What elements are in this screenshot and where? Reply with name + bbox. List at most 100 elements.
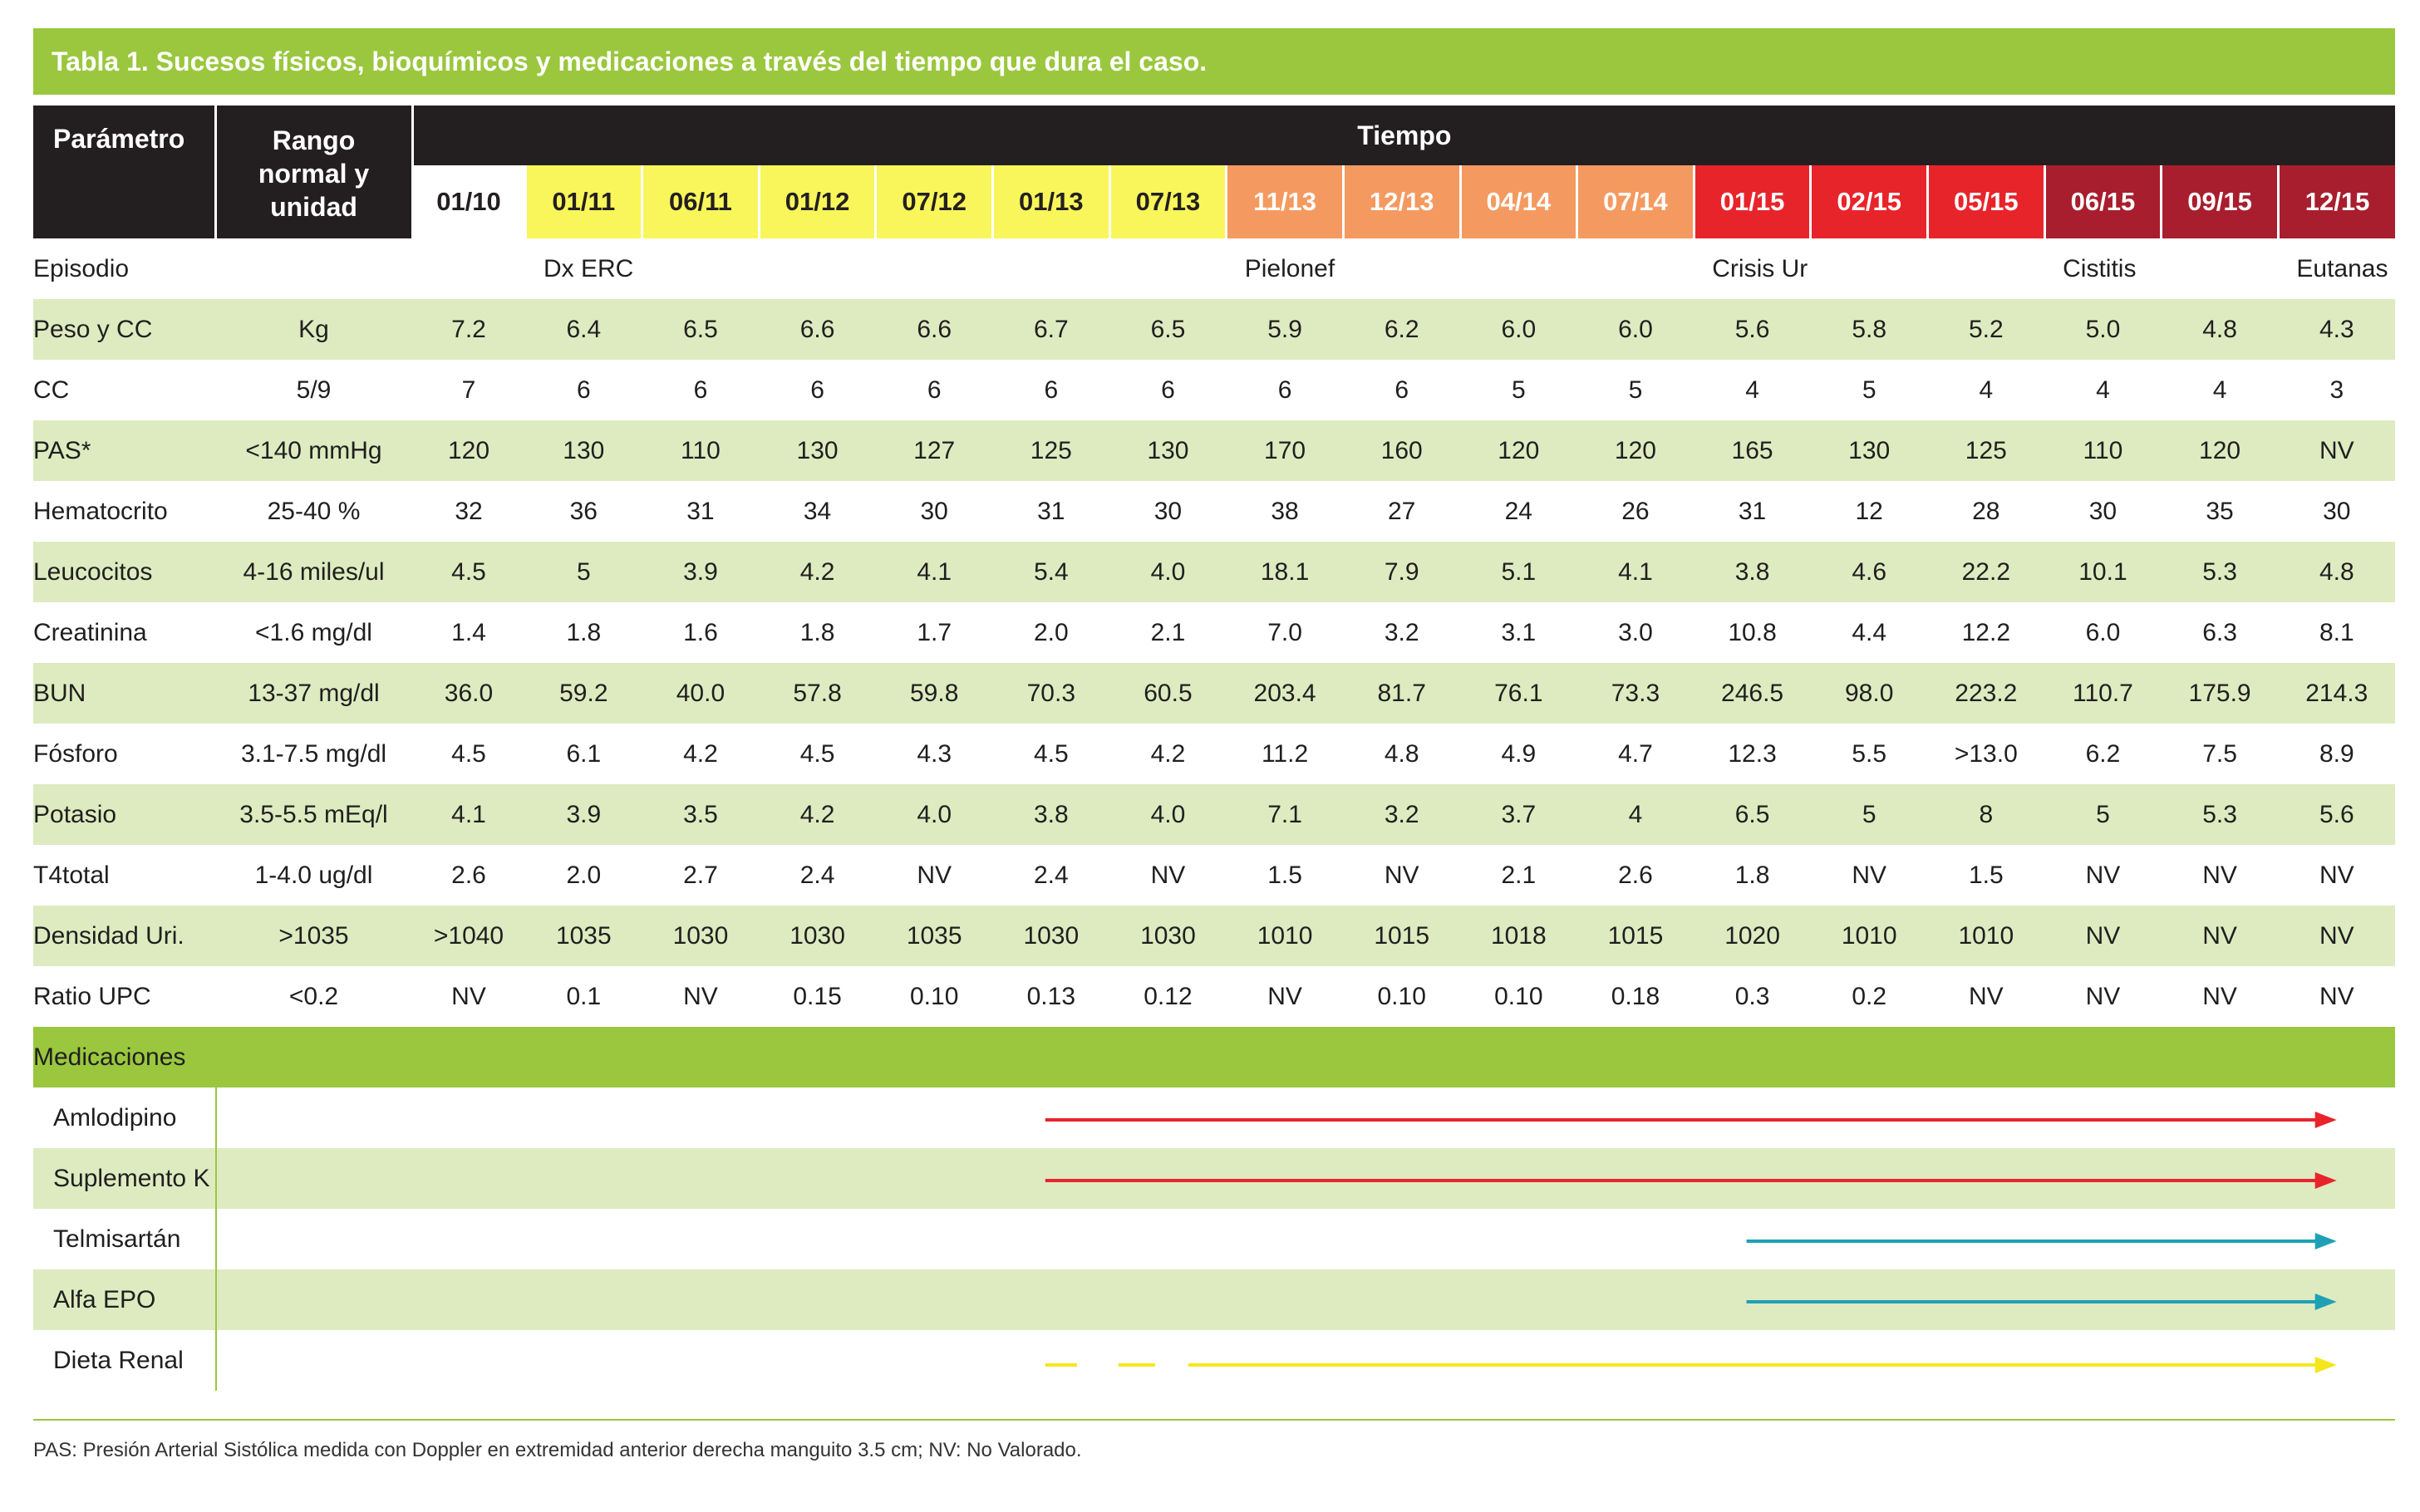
arrow-head-icon (2314, 1233, 2337, 1249)
cell-value: 4.5 (412, 724, 525, 784)
cell-value: 4.2 (759, 784, 876, 845)
cell-value: 0.10 (1460, 966, 1577, 1027)
header-range-line-2: normal y (258, 159, 370, 189)
cell-value: 0.3 (1694, 966, 1811, 1027)
cell-value: 2.0 (525, 845, 642, 906)
cell-value: >1040 (412, 906, 525, 966)
period-header-02-15: 02/15 (1809, 165, 1928, 238)
cell-value: 1.6 (642, 602, 760, 663)
cell-value: 4.0 (1109, 784, 1227, 845)
table-title: Tabla 1. Sucesos físicos, bioquímicos y … (33, 28, 2395, 95)
cell-value: 3 (2278, 360, 2396, 420)
cell-value: 12 (1810, 481, 1928, 542)
row-parameter: Potasio (33, 784, 215, 845)
row-range: 13-37 mg/dl (215, 663, 412, 724)
medication-divider (215, 1209, 217, 1269)
row-parameter: Ratio UPC (33, 966, 215, 1027)
cell-value: 4.3 (2278, 299, 2396, 360)
cell-value (875, 238, 993, 299)
row-parameter: Episodio (33, 238, 215, 299)
period-header-07-13: 07/13 (1108, 165, 1227, 238)
table-row: Peso y CC Kg 7.2 6.4 6.5 6.6 6.6 6.7 6.5 5.9 6.2 6.… (33, 299, 2396, 360)
cell-value: 5.1 (1460, 542, 1577, 602)
cell-value: 165 (1694, 420, 1811, 481)
cell-value: 24 (1460, 481, 1577, 542)
cell-value: 4.5 (992, 724, 1110, 784)
cell-value: 1015 (1576, 906, 1694, 966)
cell-value: 4.2 (1109, 724, 1227, 784)
cell-value: NV (2161, 845, 2279, 906)
cell-value: 120 (1460, 420, 1577, 481)
cell-value: 1030 (1109, 906, 1227, 966)
period-header-12-15: 12/15 (2276, 165, 2396, 238)
cell-value: 125 (992, 420, 1110, 481)
cell-value: 4.1 (875, 542, 993, 602)
row-range: >1035 (215, 906, 412, 966)
row-range: <140 mmHg (215, 420, 412, 481)
medication-row: Amlodipino (33, 1087, 2395, 1148)
arrow-head-icon (2314, 1357, 2337, 1373)
row-range: 3.5-5.5 mEq/l (215, 784, 412, 845)
cell-value: 6.1 (525, 724, 642, 784)
cell-value: 30 (875, 481, 993, 542)
cell-value: 6.2 (1343, 299, 1460, 360)
cell-value: 1.5 (1226, 845, 1344, 906)
cell-value: Crisis Ur (1694, 238, 1811, 299)
cell-value: 73.3 (1576, 663, 1694, 724)
cell-value: 28 (1927, 481, 2045, 542)
cell-value: 7.1 (1226, 784, 1344, 845)
cell-value: 11.2 (1226, 724, 1344, 784)
cell-value: 6 (642, 360, 760, 420)
cell-value: 7.0 (1226, 602, 1344, 663)
row-range: Kg (215, 299, 412, 360)
medication-timeline (1045, 1112, 2337, 1128)
cell-value: 3.7 (1460, 784, 1577, 845)
cell-value: 0.12 (1109, 966, 1227, 1027)
cell-value: 59.8 (875, 663, 993, 724)
cell-value: 127 (875, 420, 993, 481)
cell-value: 3.8 (1694, 542, 1811, 602)
cell-value: 7 (412, 360, 525, 420)
cell-value: 6.4 (525, 299, 642, 360)
cell-value: 1.8 (759, 602, 876, 663)
cell-value: 130 (759, 420, 876, 481)
cell-value: NV (1810, 845, 1928, 906)
cell-value (1343, 238, 1460, 299)
table-row: T4total 1-4.0 ug/dl 2.6 2.0 2.7 2.4 NV 2.4 NV 1.5… (33, 845, 2396, 906)
cell-value: 5 (2044, 784, 2162, 845)
cell-value: Dx ERC (525, 238, 642, 299)
header-range: Rango normal y unidad (214, 106, 412, 238)
cell-value: 0.10 (875, 966, 993, 1027)
cell-value: 5.3 (2161, 542, 2279, 602)
arrow-head-icon (2314, 1294, 2337, 1310)
cell-value: 6 (525, 360, 642, 420)
cell-value: 4 (1927, 360, 2045, 420)
row-range: <1.6 mg/dl (215, 602, 412, 663)
cell-value: 34 (759, 481, 876, 542)
cell-value: 5.3 (2161, 784, 2279, 845)
cell-value: 1.5 (1927, 845, 2045, 906)
table-row: Creatinina <1.6 mg/dl 1.4 1.8 1.6 1.8 1.7 2.0 2.… (33, 602, 2396, 663)
cell-value: 6.5 (642, 299, 760, 360)
cell-value: 1030 (759, 906, 876, 966)
cell-value: 4 (1576, 784, 1694, 845)
row-range: 4-16 miles/ul (215, 542, 412, 602)
medication-row: Dieta Renal (33, 1330, 2395, 1391)
medication-timeline (1746, 1233, 2337, 1249)
cell-value: 1018 (1460, 906, 1577, 966)
period-header-01-15: 01/15 (1692, 165, 1811, 238)
cell-value: 3.9 (642, 542, 760, 602)
period-header-07-14: 07/14 (1576, 165, 1694, 238)
cell-value: 4.6 (1810, 542, 1928, 602)
cell-value: >13.0 (1927, 724, 2045, 784)
cell-value: 4.8 (2161, 299, 2279, 360)
cell-value: 1010 (1810, 906, 1928, 966)
data-table: Parámetro Rango normal y unidad Tiempo 0… (33, 106, 2396, 1087)
cell-value: 6.0 (1460, 299, 1577, 360)
cell-value: 223.2 (1927, 663, 2045, 724)
cell-value: 59.2 (525, 663, 642, 724)
cell-value: 4.0 (1109, 542, 1227, 602)
cell-value: 2.6 (1576, 845, 1694, 906)
cell-value: 110 (2044, 420, 2162, 481)
cell-value: 10.8 (1694, 602, 1811, 663)
